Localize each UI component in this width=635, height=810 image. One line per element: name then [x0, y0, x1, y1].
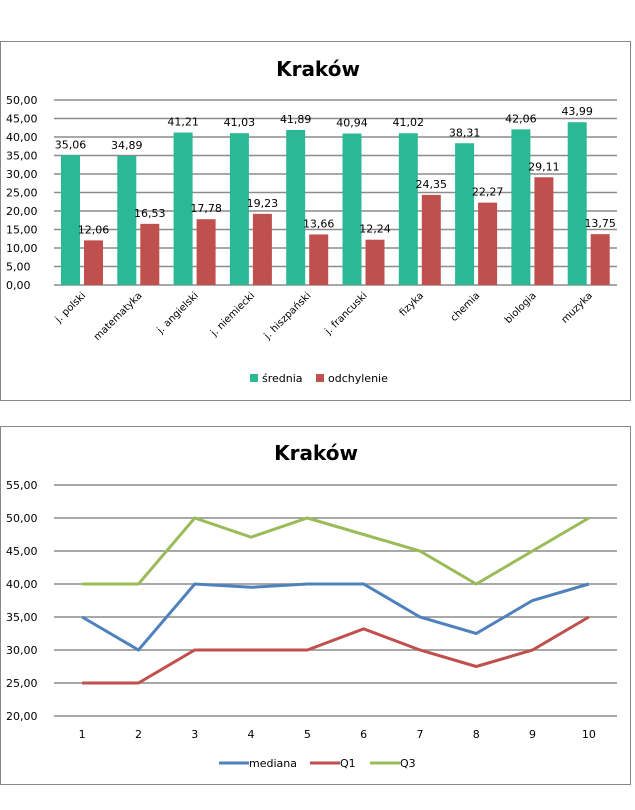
category-label: j. polski	[53, 290, 88, 325]
data-label: 16,53	[134, 207, 166, 220]
category-label: j. niemiecki	[208, 290, 257, 339]
bar-odchylenie-5	[309, 234, 329, 285]
bar-średnia-5	[286, 130, 306, 285]
data-label: 35,06	[55, 138, 87, 151]
bar-średnia-7	[398, 133, 418, 285]
bar-odchylenie-6	[365, 239, 385, 285]
legend-label-srednia: średnia	[262, 372, 303, 385]
data-label: 19,23	[247, 197, 279, 210]
data-label: 12,24	[359, 223, 391, 236]
y-tick-label: 25,00	[6, 187, 38, 200]
data-label: 17,78	[190, 202, 222, 215]
category-label: j. francuski	[322, 290, 369, 337]
bar-średnia-8	[455, 143, 475, 285]
data-label: 41,89	[280, 113, 312, 126]
data-label: 22,27	[472, 186, 504, 199]
bar-chart-title: Kraków	[276, 57, 360, 81]
data-label: 13,66	[303, 217, 335, 230]
y-tick-label: 0,00	[6, 279, 31, 292]
bar-odchylenie-4	[252, 213, 272, 285]
bar-odchylenie-8	[478, 202, 498, 285]
y-tick-label: 45,00	[6, 113, 38, 126]
bar-średnia-2	[117, 155, 137, 285]
data-label: 34,89	[111, 139, 143, 152]
category-label: muzyka	[560, 290, 595, 325]
bar-odchylenie-9	[534, 177, 554, 285]
data-label: 12,06	[78, 223, 110, 236]
data-label: 24,35	[416, 178, 448, 191]
y-tick-label: 50,00	[6, 94, 38, 107]
data-label: 41,03	[224, 116, 256, 129]
data-label: 40,94	[336, 117, 368, 130]
category-label: biologia	[503, 290, 539, 326]
y-tick-label: 20,00	[6, 205, 38, 218]
category-label: j. hiszpański	[261, 290, 314, 343]
legend-label-odchylenie: odchylenie	[328, 372, 388, 385]
y-tick-label: 10,00	[6, 242, 38, 255]
data-label: 38,31	[449, 126, 481, 139]
category-label: j. angielski	[155, 290, 201, 336]
bar-średnia-3	[173, 132, 193, 285]
data-label: 13,75	[584, 217, 616, 230]
legend-swatch-odchylenie	[316, 374, 324, 382]
bar-odchylenie-2	[140, 223, 160, 285]
bar-odchylenie-7	[421, 194, 441, 285]
data-label: 41,02	[393, 116, 425, 129]
y-tick-label: 15,00	[6, 224, 38, 237]
bar-średnia-1	[61, 155, 80, 285]
category-label: fizyka	[398, 290, 426, 318]
data-label: 42,06	[505, 112, 537, 125]
y-tick-label: 30,00	[6, 168, 38, 181]
bar-odchylenie-3	[196, 219, 216, 285]
data-label: 29,11	[528, 160, 560, 173]
bar-średnia-4	[229, 133, 249, 285]
category-label: chemia	[449, 290, 483, 324]
y-tick-label: 5,00	[6, 261, 31, 274]
y-tick-label: 40,00	[6, 131, 38, 144]
data-label: 41,21	[167, 116, 199, 129]
legend-swatch-srednia	[250, 374, 258, 382]
y-tick-label: 35,00	[6, 150, 38, 163]
category-label: matematyka	[92, 290, 145, 343]
bar-średnia-9	[511, 129, 531, 285]
bar-średnia-6	[342, 133, 362, 285]
bar-odchylenie-10	[590, 234, 610, 285]
bar-odchylenie-1	[84, 240, 103, 285]
data-label: 43,99	[561, 105, 593, 118]
bar-średnia-10	[567, 122, 587, 285]
